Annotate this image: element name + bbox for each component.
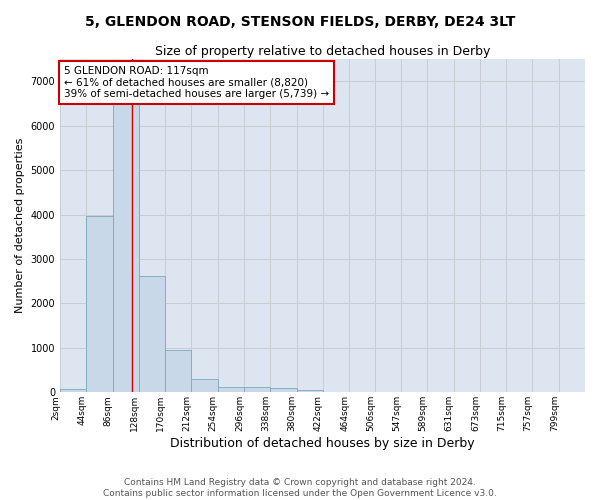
Text: 5, GLENDON ROAD, STENSON FIELDS, DERBY, DE24 3LT: 5, GLENDON ROAD, STENSON FIELDS, DERBY, …: [85, 15, 515, 29]
Text: Contains HM Land Registry data © Crown copyright and database right 2024.
Contai: Contains HM Land Registry data © Crown c…: [103, 478, 497, 498]
Title: Size of property relative to detached houses in Derby: Size of property relative to detached ho…: [155, 45, 490, 58]
Bar: [165, 350, 191, 393]
Bar: [191, 378, 218, 392]
Bar: [139, 276, 165, 392]
X-axis label: Distribution of detached houses by size in Derby: Distribution of detached houses by size …: [170, 437, 475, 450]
Bar: [60, 388, 86, 392]
Y-axis label: Number of detached properties: Number of detached properties: [15, 138, 25, 314]
Bar: [296, 390, 323, 392]
Bar: [244, 387, 270, 392]
Text: 5 GLENDON ROAD: 117sqm
← 61% of detached houses are smaller (8,820)
39% of semi-: 5 GLENDON ROAD: 117sqm ← 61% of detached…: [64, 66, 329, 99]
Bar: [270, 388, 296, 392]
Bar: [218, 387, 244, 392]
Bar: [86, 216, 113, 392]
Bar: [113, 99, 139, 392]
